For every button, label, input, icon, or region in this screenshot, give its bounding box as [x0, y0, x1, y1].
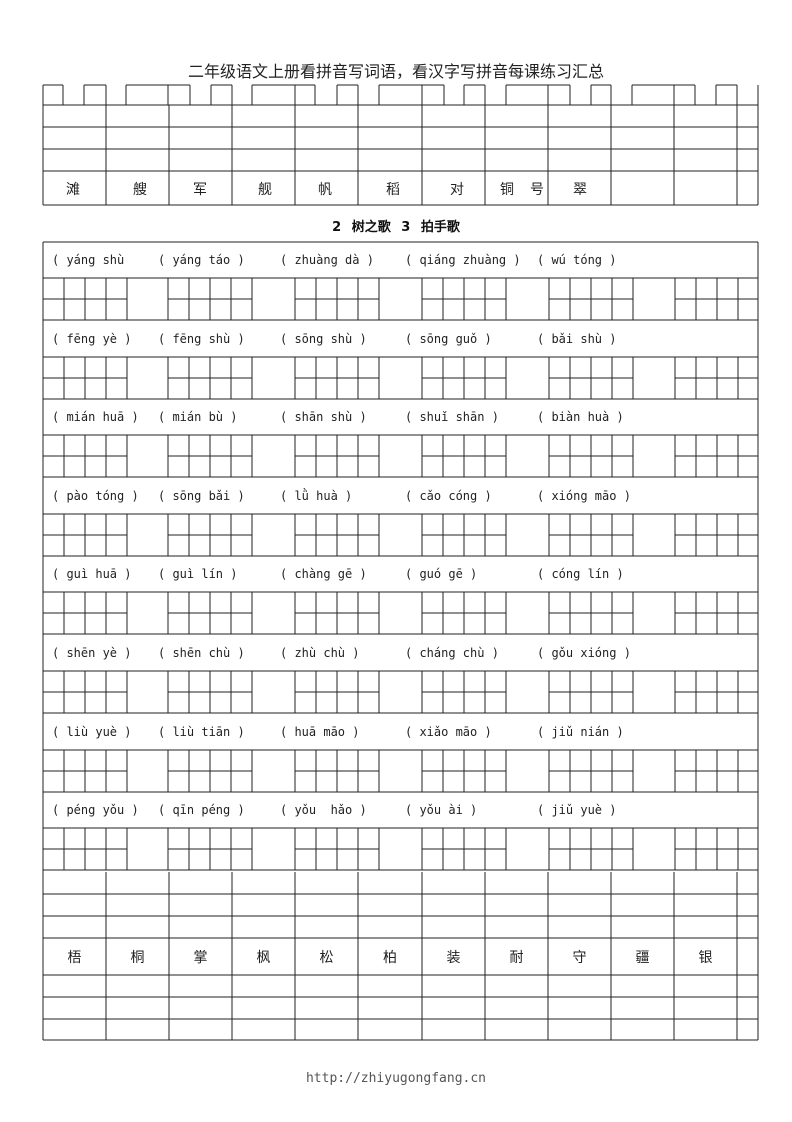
pinyin-prompt: ( zhù chù ): [280, 646, 360, 660]
pinyin-prompt: ( biàn huà ): [537, 410, 624, 424]
character-prompt: 稻: [386, 182, 400, 198]
pinyin-prompt: ( xióng māo ): [537, 489, 631, 503]
pinyin-prompt: ( xiǎo māo ): [405, 725, 492, 739]
pinyin-prompt: ( pào tóng ): [52, 489, 139, 503]
pinyin-prompt: ( liù tiān ): [158, 725, 245, 739]
character-prompt: 守: [572, 950, 587, 966]
character-prompt: 装: [446, 950, 461, 966]
character-prompt: 梧: [67, 950, 82, 966]
pinyin-prompt: ( fēng shù ): [158, 332, 245, 346]
pinyin-prompt: ( fēng yè ): [52, 332, 132, 346]
character-prompt: 帆: [318, 182, 332, 198]
pinyin-prompt: ( guó gē ): [405, 567, 478, 581]
pinyin-prompt: ( liù yuè ): [52, 725, 132, 739]
pinyin-prompt: ( jiǔ yuè ): [537, 803, 617, 817]
pinyin-prompt: ( bǎi shù ): [537, 332, 617, 346]
character-prompt: 舰: [258, 182, 272, 198]
character-prompt: 掌: [193, 950, 208, 966]
character-prompt: 滩: [66, 182, 80, 198]
character-prompt: 翠: [573, 182, 587, 198]
character-prompt: 疆: [635, 950, 650, 966]
pinyin-prompt: ( cháng chù ): [405, 646, 499, 660]
character-prompt: 铜: [500, 182, 514, 198]
character-prompt: 枫: [256, 950, 271, 966]
pinyin-prompt: ( qīn péng ): [158, 803, 245, 817]
character-prompt: 桐: [130, 950, 145, 966]
pinyin-prompt: ( sōng guǒ ): [405, 332, 492, 346]
pinyin-prompt: ( lǜ huà ): [280, 489, 353, 503]
pinyin-prompt: ( cǎo cóng ): [405, 489, 492, 503]
character-prompt: 银: [698, 950, 713, 966]
character-prompt: 艘: [133, 182, 147, 198]
pinyin-prompt: ( mián bù ): [158, 410, 238, 424]
pinyin-prompt: ( guì lín ): [158, 567, 238, 581]
character-prompt: 军: [193, 182, 207, 198]
pinyin-prompt: ( jiǔ nián ): [537, 725, 624, 739]
page-title: 二年级语文上册看拼音写词语，看汉字写拼音每课练习汇总: [187, 62, 604, 81]
pinyin-prompt: ( wú tóng ): [537, 253, 617, 267]
pinyin-prompt: ( yáng táo ): [158, 253, 245, 267]
pinyin-prompt: ( qiáng zhuàng ): [405, 253, 521, 267]
pinyin-prompt: ( shān shù ): [280, 410, 367, 424]
pinyin-prompt: ( shēn yè ): [52, 646, 132, 660]
character-prompt: 松: [319, 950, 334, 966]
pinyin-prompt: ( gǒu xióng ): [537, 646, 631, 660]
pinyin-prompt: ( mián huā ): [52, 410, 139, 424]
character-prompt: 对: [450, 182, 464, 198]
pinyin-prompt: ( sōng bǎi ): [158, 489, 245, 503]
pinyin-prompt: ( shēn chù ): [158, 646, 245, 660]
pinyin-prompt: ( yǒu hǎo ): [280, 803, 367, 817]
lesson-title: 2 树之歌 3 拍手歌: [332, 220, 460, 235]
pinyin-prompt: ( shuǐ shān ): [405, 410, 499, 424]
pinyin-prompt: ( guì huā ): [52, 567, 132, 581]
pinyin-prompt: ( yǒu ài ): [405, 803, 478, 817]
pinyin-prompt: ( cóng lín ): [537, 567, 624, 581]
character-prompt: 号: [530, 182, 544, 198]
pinyin-prompt: ( yáng shù: [52, 253, 125, 267]
pinyin-prompt: ( sōng shù ): [280, 332, 367, 346]
character-prompt: 耐: [509, 950, 524, 966]
pinyin-prompt: ( chàng gē ): [280, 567, 367, 581]
character-prompt: 柏: [383, 950, 397, 966]
pinyin-prompt: ( péng yǒu ): [52, 803, 139, 817]
pinyin-prompt: ( zhuàng dà ): [280, 253, 374, 267]
pinyin-prompt: ( huā māo ): [280, 725, 360, 739]
footer-url: http://zhiyugongfang.cn: [305, 1071, 486, 1086]
